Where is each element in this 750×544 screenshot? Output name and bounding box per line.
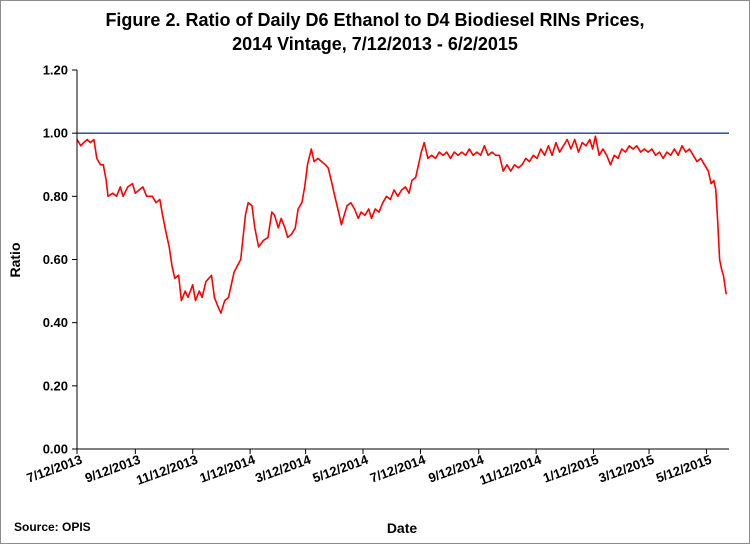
y-axis-ticks: 0.00 0.20 0.40 0.60 0.80 1.00 1.20	[43, 63, 77, 457]
y-tick-label-5: 1.00	[43, 126, 68, 141]
x-tick-label-6: 7/12/2014	[368, 451, 428, 485]
chart-title: Figure 2. Ratio of Daily D6 Ethanol to D…	[105, 10, 644, 30]
chart-subtitle: 2014 Vintage, 7/12/2013 - 6/2/2015	[232, 34, 518, 54]
x-axis-label: Date	[387, 520, 418, 536]
x-tick-label-8: 11/12/2014	[478, 451, 544, 487]
x-tick-label-2: 11/12/2013	[134, 452, 200, 488]
x-tick-label-0: 7/12/2013	[25, 452, 84, 486]
x-tick-label-10: 3/12/2015	[597, 452, 656, 486]
y-tick-label-4: 0.80	[43, 189, 68, 204]
x-tick-label-11: 5/12/2015	[654, 452, 713, 486]
y-axis-label: Ratio	[7, 243, 23, 278]
y-tick-label-1: 0.20	[43, 378, 68, 393]
x-tick-label-1: 9/12/2013	[83, 452, 142, 486]
x-tick-label-5: 5/12/2014	[311, 451, 371, 485]
y-tick-label-3: 0.60	[43, 252, 68, 267]
x-axis-ticks: 7/12/20139/12/201311/12/20131/12/20143/1…	[25, 449, 713, 488]
y-tick-label-6: 1.20	[43, 63, 68, 78]
x-tick-label-4: 3/12/2014	[253, 451, 313, 485]
source-note: Source: OPIS	[14, 520, 91, 534]
y-tick-label-0: 0.00	[43, 442, 68, 457]
y-tick-label-2: 0.40	[43, 315, 68, 330]
x-tick-label-3: 1/12/2014	[198, 451, 258, 485]
x-tick-label-7: 9/12/2014	[426, 451, 486, 485]
x-tick-label-9: 1/12/2015	[541, 452, 600, 486]
series-line	[76, 135, 727, 315]
